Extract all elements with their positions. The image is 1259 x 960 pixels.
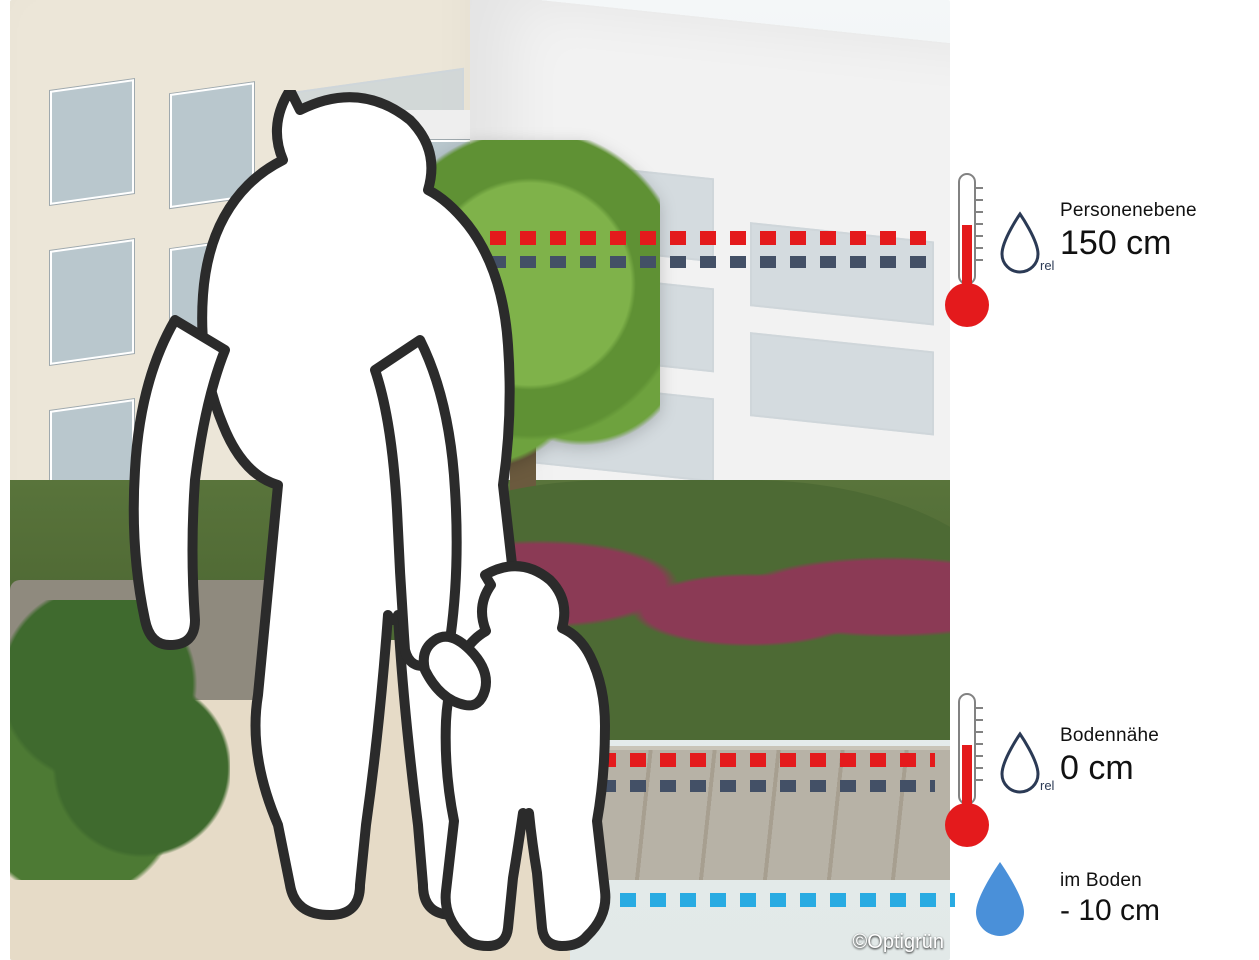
thermometer-icon: [945, 170, 989, 340]
label-soil-level: im Boden - 10 cm: [1060, 870, 1250, 928]
label-title: Personenebene: [1060, 200, 1250, 222]
svg-text:rel: rel: [1040, 778, 1055, 793]
label-title: Bodennähe: [1060, 725, 1250, 747]
water-drop-icon: [968, 858, 1032, 943]
humidity-drop-icon: rel: [996, 210, 1056, 285]
label-title: im Boden: [1060, 870, 1250, 892]
background-photo: ©Optigrün: [10, 0, 950, 960]
tree-canopy: [400, 140, 660, 500]
photo-credit: ©Optigrün: [853, 931, 944, 954]
label-value: 150 cm: [1060, 224, 1250, 263]
humidity-drop-icon: rel: [996, 730, 1056, 805]
label-value: - 10 cm: [1060, 894, 1250, 928]
thermometer-icon: [945, 690, 989, 860]
label-person-level: Personenebene 150 cm: [1060, 200, 1250, 263]
svg-text:rel: rel: [1040, 258, 1055, 273]
label-value: 0 cm: [1060, 749, 1250, 788]
infographic-stage: ©Optigrün: [0, 0, 1259, 960]
bush-left: [10, 600, 230, 880]
label-ground-level: Bodennähe 0 cm: [1060, 725, 1250, 788]
